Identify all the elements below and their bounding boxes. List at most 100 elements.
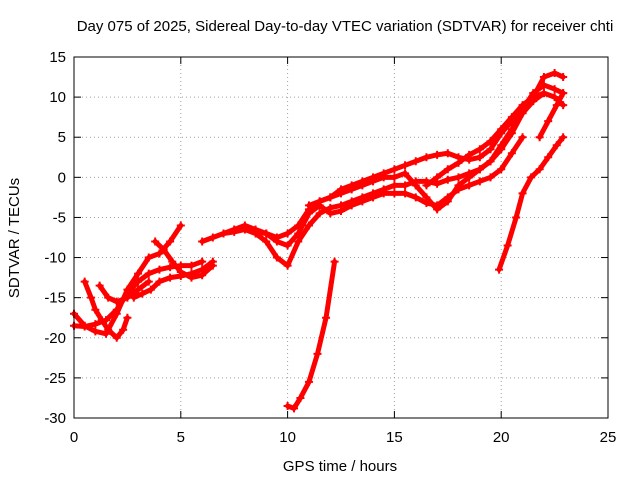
y-tick-label: -10 [44, 250, 66, 267]
data-point [527, 173, 536, 182]
chart-title: Day 075 of 2025, Sidereal Day-to-day VTE… [77, 18, 614, 35]
data-point [507, 129, 516, 138]
data-point [112, 333, 121, 342]
data-point [272, 253, 281, 262]
data-point [544, 117, 553, 126]
x-tick-label: 10 [279, 429, 296, 446]
x-axis-label: GPS time / hours [283, 458, 397, 475]
y-tick-label: 10 [49, 89, 66, 106]
data-point [465, 173, 474, 182]
data-point [91, 320, 100, 329]
data-point [507, 113, 516, 122]
data-point [134, 285, 143, 294]
series-trace-13 [495, 133, 568, 274]
data-point [337, 207, 345, 216]
data-point [539, 73, 548, 82]
data-point [535, 133, 544, 142]
data-point [559, 133, 568, 142]
series-line [199, 82, 566, 245]
data-point [97, 316, 106, 325]
data-point [296, 393, 305, 402]
data-point [230, 227, 239, 236]
data-point [454, 158, 463, 167]
y-tick-label: 5 [58, 129, 66, 146]
data-point [283, 229, 292, 238]
data-point [497, 125, 506, 134]
data-point [550, 85, 559, 94]
data-point [559, 73, 568, 82]
data-point [219, 229, 228, 238]
data-point [144, 277, 153, 286]
plot-frame [73, 56, 609, 419]
x-tick-label: 15 [386, 429, 403, 446]
data-point [529, 93, 538, 102]
data-point [198, 237, 207, 246]
data-point [411, 193, 420, 202]
data-point [144, 253, 153, 262]
data-point [134, 269, 143, 278]
data-point [358, 197, 367, 206]
data-point [251, 227, 260, 236]
data-point [390, 173, 399, 182]
data-point [369, 193, 378, 202]
series-line [285, 259, 338, 411]
x-tick-label: 5 [177, 429, 185, 446]
grid [74, 57, 608, 418]
data-point [315, 209, 324, 218]
data-point [166, 273, 175, 282]
series-trace-3 [80, 277, 132, 342]
data-point [497, 145, 506, 154]
data-point [411, 157, 420, 166]
data-point [337, 189, 345, 198]
y-tick-label: 0 [58, 169, 66, 186]
data-point [422, 181, 431, 190]
data-point [168, 257, 177, 266]
data-point [486, 157, 495, 166]
data-point [518, 109, 527, 118]
data-point [290, 404, 299, 413]
data-point [390, 165, 399, 174]
data-point [512, 213, 521, 222]
data-point [112, 297, 121, 306]
data-point [347, 201, 356, 210]
data-point [330, 257, 339, 266]
data-point [123, 313, 132, 322]
data-point [507, 149, 516, 158]
series-layer [70, 69, 568, 413]
data-point [134, 277, 143, 286]
data-point [304, 209, 313, 218]
series-trace-2 [70, 257, 207, 331]
data-point [379, 173, 388, 182]
data-point [208, 233, 217, 242]
data-point [104, 325, 113, 334]
data-point [454, 173, 463, 182]
data-point [315, 197, 324, 206]
data-point [544, 153, 553, 162]
data-point [176, 221, 185, 230]
data-point [272, 237, 281, 246]
series-trace-7 [198, 81, 568, 246]
data-point [155, 277, 164, 286]
data-point [465, 181, 474, 190]
y-tick-label: -30 [44, 410, 66, 427]
y-tick-label: -25 [44, 370, 66, 387]
y-tick-label: 15 [49, 49, 66, 66]
y-tick-label: -20 [44, 330, 66, 347]
data-point [486, 137, 495, 146]
series-trace-5 [129, 257, 217, 302]
data-point [283, 261, 292, 270]
data-point [486, 173, 495, 182]
data-point [262, 237, 271, 246]
data-point [475, 165, 484, 174]
data-point [433, 205, 442, 214]
data-point [166, 237, 175, 246]
data-point [552, 101, 561, 110]
data-point [187, 273, 196, 282]
data-point [294, 237, 303, 246]
y-tick-label: -5 [53, 209, 66, 226]
data-point [151, 237, 160, 246]
data-point [518, 101, 527, 110]
data-point [313, 349, 322, 358]
data-point [411, 181, 420, 190]
